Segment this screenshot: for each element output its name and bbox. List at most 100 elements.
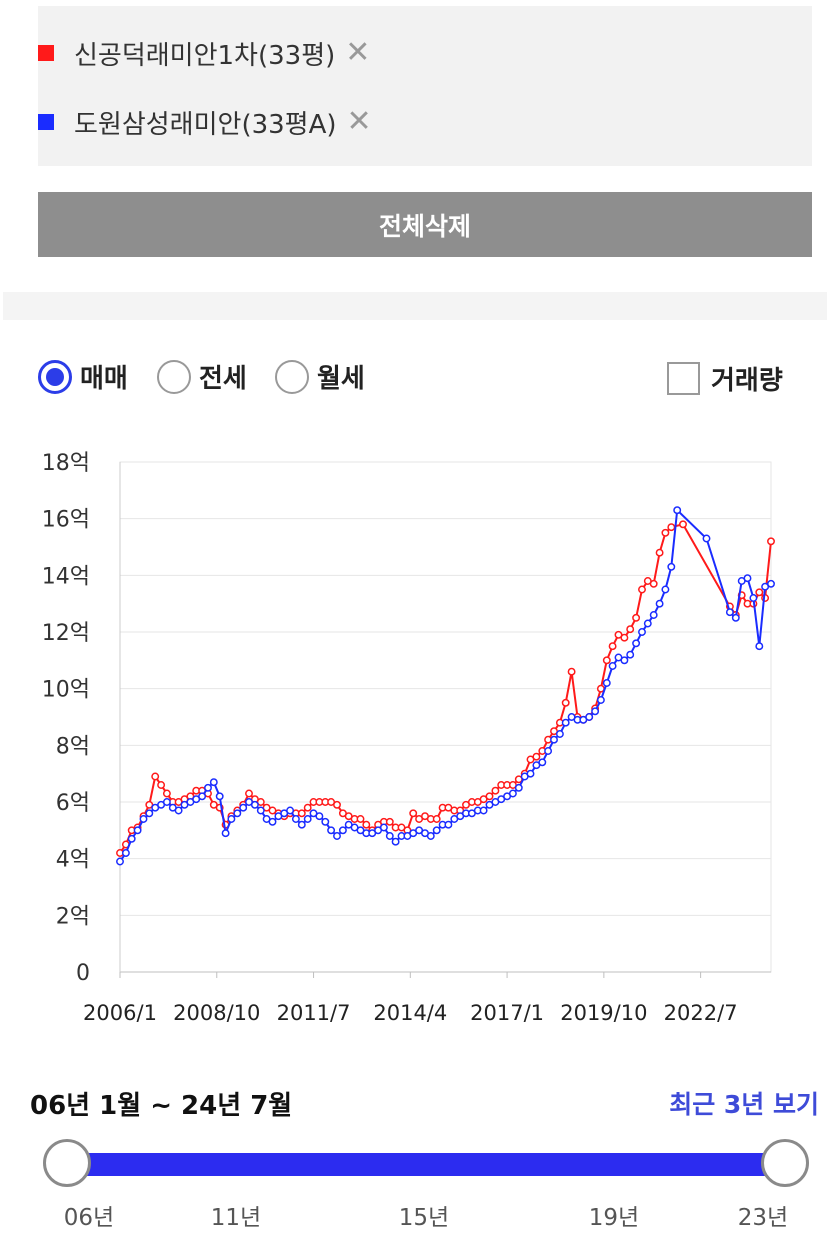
data-point xyxy=(268,817,277,826)
data-point xyxy=(661,528,670,537)
radio-circle[interactable] xyxy=(38,359,72,394)
data-point xyxy=(667,562,676,571)
data-point xyxy=(655,599,664,608)
data-point xyxy=(333,800,341,809)
clear-all-button[interactable]: 전체삭제 xyxy=(38,192,812,257)
section-divider xyxy=(3,292,827,320)
data-point xyxy=(368,829,377,838)
recent-3-years-link[interactable]: 최근 3년 보기 xyxy=(669,1090,819,1119)
data-point xyxy=(151,772,160,781)
data-point xyxy=(538,758,547,767)
data-point xyxy=(561,718,570,727)
data-point xyxy=(303,803,312,812)
data-point xyxy=(725,608,734,617)
date-range-label: 06년 1월 ~ 24년 7월 xyxy=(30,1091,293,1121)
compare-list-panel xyxy=(38,6,812,166)
data-point xyxy=(602,656,611,665)
data-point xyxy=(321,817,330,826)
data-point xyxy=(638,628,646,636)
data-point xyxy=(157,781,166,789)
data-point xyxy=(221,829,230,838)
y-tick-label: 14억 xyxy=(42,564,90,589)
data-point xyxy=(356,815,365,823)
radio-label: 매매 xyxy=(80,364,128,394)
data-point xyxy=(379,823,388,832)
compare-item-label: 도원삼성래미안(33평A) xyxy=(74,109,337,140)
range-slider-start-handle[interactable] xyxy=(43,1139,91,1187)
data-point xyxy=(661,585,670,594)
radio-label: 월세 xyxy=(317,364,365,394)
data-point xyxy=(767,537,775,546)
data-point xyxy=(626,650,635,659)
close-icon[interactable]: ✕ xyxy=(345,35,371,70)
data-point xyxy=(550,735,558,744)
data-point xyxy=(485,792,494,801)
data-point xyxy=(315,812,324,821)
volume-checkbox[interactable]: 거래량 xyxy=(667,360,783,397)
data-point xyxy=(297,809,306,818)
data-point xyxy=(303,815,312,823)
data-point xyxy=(409,829,418,838)
range-slider-track[interactable] xyxy=(67,1153,785,1176)
radio-circle[interactable] xyxy=(157,359,191,394)
compare-item-2: 도원삼성래미안(33평A) ✕ xyxy=(38,102,372,142)
data-point xyxy=(532,752,541,761)
data-point xyxy=(239,803,248,812)
data-point xyxy=(297,820,306,829)
data-point xyxy=(362,820,371,829)
data-point xyxy=(596,696,605,704)
data-point xyxy=(256,806,265,815)
data-point xyxy=(162,798,171,806)
data-point xyxy=(544,747,553,755)
data-point xyxy=(526,769,535,778)
range-slider-end-handle[interactable] xyxy=(761,1139,809,1187)
x-tick-label: 2006/1 xyxy=(83,1001,157,1025)
data-point xyxy=(391,837,400,846)
radio-monthly-rent[interactable]: 월세 xyxy=(275,358,365,395)
data-point xyxy=(755,642,764,651)
data-point xyxy=(121,849,130,857)
radio-jeonse[interactable]: 전세 xyxy=(157,358,247,395)
data-point xyxy=(555,730,564,738)
data-point xyxy=(444,820,453,829)
data-point xyxy=(250,800,259,809)
data-point xyxy=(585,713,594,721)
data-point xyxy=(338,826,347,835)
data-point xyxy=(139,815,148,823)
slider-tick-label: 15년 xyxy=(398,1205,450,1231)
slider-tick-label: 11년 xyxy=(210,1205,262,1231)
data-point xyxy=(614,630,623,639)
data-point xyxy=(145,809,154,818)
data-point xyxy=(626,625,635,634)
close-icon[interactable]: ✕ xyxy=(346,104,372,139)
checkbox-box[interactable] xyxy=(667,362,700,395)
data-point xyxy=(602,679,611,687)
data-point xyxy=(426,832,435,840)
data-point xyxy=(743,574,752,583)
data-point xyxy=(620,633,629,642)
x-tick-label: 2017/1 xyxy=(470,1001,544,1025)
data-point xyxy=(591,707,600,716)
data-point xyxy=(649,611,658,619)
data-point xyxy=(749,594,758,602)
data-point xyxy=(755,588,764,597)
series-color-swatch xyxy=(38,114,54,130)
data-point xyxy=(227,815,236,823)
data-point xyxy=(479,795,488,804)
series-color-swatch xyxy=(38,45,54,61)
data-point xyxy=(679,520,687,529)
compare-item-label: 신공덕래미안1차(33평) xyxy=(74,40,336,71)
data-point xyxy=(327,826,336,835)
data-point xyxy=(198,792,207,801)
data-point xyxy=(127,834,136,843)
data-point xyxy=(632,639,641,648)
data-point xyxy=(632,613,641,622)
data-point xyxy=(514,783,523,792)
data-point xyxy=(643,619,652,628)
radio-sale[interactable]: 매매 xyxy=(38,358,128,395)
radio-circle[interactable] xyxy=(275,359,309,394)
data-point xyxy=(638,585,646,594)
data-point xyxy=(532,761,541,770)
data-point xyxy=(151,803,160,812)
data-point xyxy=(608,662,617,670)
